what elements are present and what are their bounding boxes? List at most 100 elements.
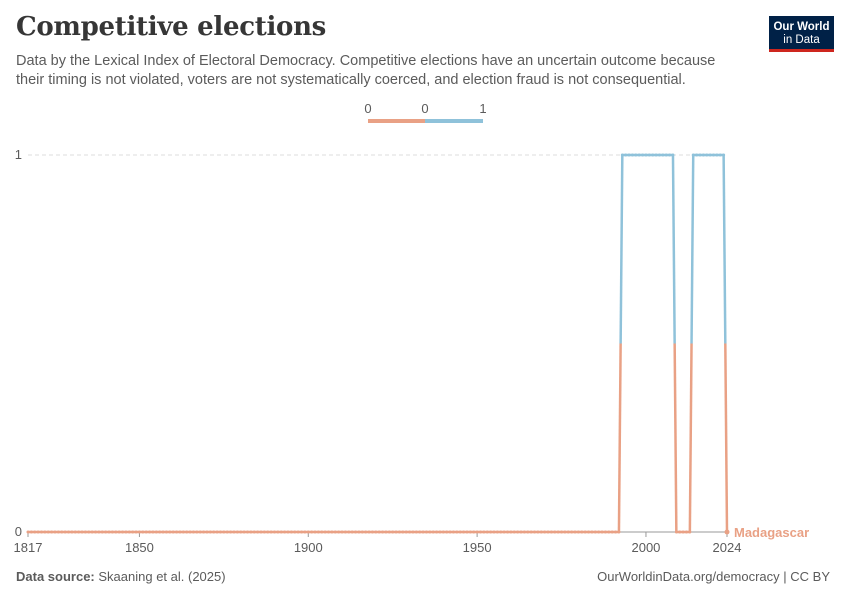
data-point[interactable] xyxy=(647,153,651,157)
data-point[interactable] xyxy=(151,530,155,534)
data-point[interactable] xyxy=(384,530,388,534)
data-point[interactable] xyxy=(144,530,148,534)
data-point[interactable] xyxy=(418,530,422,534)
data-point[interactable] xyxy=(394,530,398,534)
data-point[interactable] xyxy=(107,530,111,534)
data-point[interactable] xyxy=(705,153,709,157)
data-point[interactable] xyxy=(573,530,577,534)
data-point[interactable] xyxy=(441,530,445,534)
data-point[interactable] xyxy=(266,530,270,534)
data-point[interactable] xyxy=(428,530,432,534)
data-point[interactable] xyxy=(330,530,334,534)
data-point[interactable] xyxy=(80,530,84,534)
data-point[interactable] xyxy=(360,530,364,534)
data-point[interactable] xyxy=(77,530,81,534)
data-point[interactable] xyxy=(566,530,570,534)
data-point[interactable] xyxy=(684,530,688,534)
data-point[interactable] xyxy=(229,530,233,534)
data-point[interactable] xyxy=(401,530,405,534)
data-point[interactable] xyxy=(175,530,179,534)
data-point[interactable] xyxy=(124,530,128,534)
data-point[interactable] xyxy=(208,530,212,534)
data-point[interactable] xyxy=(327,530,331,534)
data-point[interactable] xyxy=(154,530,158,534)
data-point[interactable] xyxy=(316,530,320,534)
data-point[interactable] xyxy=(614,530,618,534)
data-point[interactable] xyxy=(337,530,341,534)
data-point[interactable] xyxy=(242,530,246,534)
data-point[interactable] xyxy=(539,530,543,534)
data-point[interactable] xyxy=(249,530,253,534)
data-point[interactable] xyxy=(323,530,327,534)
data-point[interactable] xyxy=(489,530,493,534)
data-point[interactable] xyxy=(377,530,381,534)
data-point[interactable] xyxy=(495,530,499,534)
data-point[interactable] xyxy=(110,530,114,534)
data-point[interactable] xyxy=(587,530,591,534)
data-point[interactable] xyxy=(448,530,452,534)
data-point[interactable] xyxy=(164,530,168,534)
data-point[interactable] xyxy=(293,530,297,534)
data-point[interactable] xyxy=(370,530,374,534)
data-point[interactable] xyxy=(262,530,266,534)
data-point[interactable] xyxy=(549,530,553,534)
data-point[interactable] xyxy=(516,530,520,534)
data-point[interactable] xyxy=(624,153,628,157)
data-point[interactable] xyxy=(661,153,665,157)
data-point[interactable] xyxy=(465,530,469,534)
data-point[interactable] xyxy=(597,530,601,534)
data-point[interactable] xyxy=(114,530,118,534)
data-point[interactable] xyxy=(506,530,510,534)
data-point[interactable] xyxy=(472,530,476,534)
data-point[interactable] xyxy=(408,530,412,534)
data-point[interactable] xyxy=(644,153,648,157)
data-point[interactable] xyxy=(678,530,682,534)
data-point[interactable] xyxy=(580,530,584,534)
data-point[interactable] xyxy=(347,530,351,534)
data-point[interactable] xyxy=(306,530,310,534)
data-point[interactable] xyxy=(300,530,304,534)
data-point[interactable] xyxy=(708,153,712,157)
data-point[interactable] xyxy=(198,530,202,534)
data-point[interactable] xyxy=(60,530,64,534)
data-point[interactable] xyxy=(43,530,47,534)
data-point[interactable] xyxy=(637,153,641,157)
data-point[interactable] xyxy=(46,530,50,534)
data-point[interactable] xyxy=(191,530,195,534)
data-point[interactable] xyxy=(651,153,655,157)
data-point[interactable] xyxy=(630,153,634,157)
data-point[interactable] xyxy=(404,530,408,534)
data-point[interactable] xyxy=(252,530,256,534)
series-transition[interactable] xyxy=(619,154,624,344)
data-point[interactable] xyxy=(83,530,87,534)
data-point[interactable] xyxy=(29,530,33,534)
data-point[interactable] xyxy=(664,153,668,157)
data-point[interactable] xyxy=(657,153,661,157)
data-point[interactable] xyxy=(553,530,557,534)
data-point[interactable] xyxy=(100,530,104,534)
data-point[interactable] xyxy=(90,530,94,534)
data-point[interactable] xyxy=(310,530,314,534)
data-point[interactable] xyxy=(374,530,378,534)
data-point[interactable] xyxy=(451,530,455,534)
data-point[interactable] xyxy=(50,530,54,534)
data-point[interactable] xyxy=(620,153,624,157)
series-transition[interactable] xyxy=(690,154,695,344)
data-point[interactable] xyxy=(273,530,277,534)
data-point[interactable] xyxy=(232,530,236,534)
data-point[interactable] xyxy=(455,530,459,534)
data-point[interactable] xyxy=(458,530,462,534)
data-point[interactable] xyxy=(168,530,172,534)
data-point[interactable] xyxy=(543,530,547,534)
data-point[interactable] xyxy=(381,530,385,534)
data-point[interactable] xyxy=(546,530,550,534)
data-point[interactable] xyxy=(70,530,74,534)
data-point[interactable] xyxy=(235,530,239,534)
data-point[interactable] xyxy=(536,530,540,534)
data-point[interactable] xyxy=(313,530,317,534)
data-point[interactable] xyxy=(424,530,428,534)
data-point[interactable] xyxy=(215,530,219,534)
data-point[interactable] xyxy=(715,153,719,157)
series-transition[interactable] xyxy=(673,343,678,533)
data-point[interactable] xyxy=(40,530,44,534)
